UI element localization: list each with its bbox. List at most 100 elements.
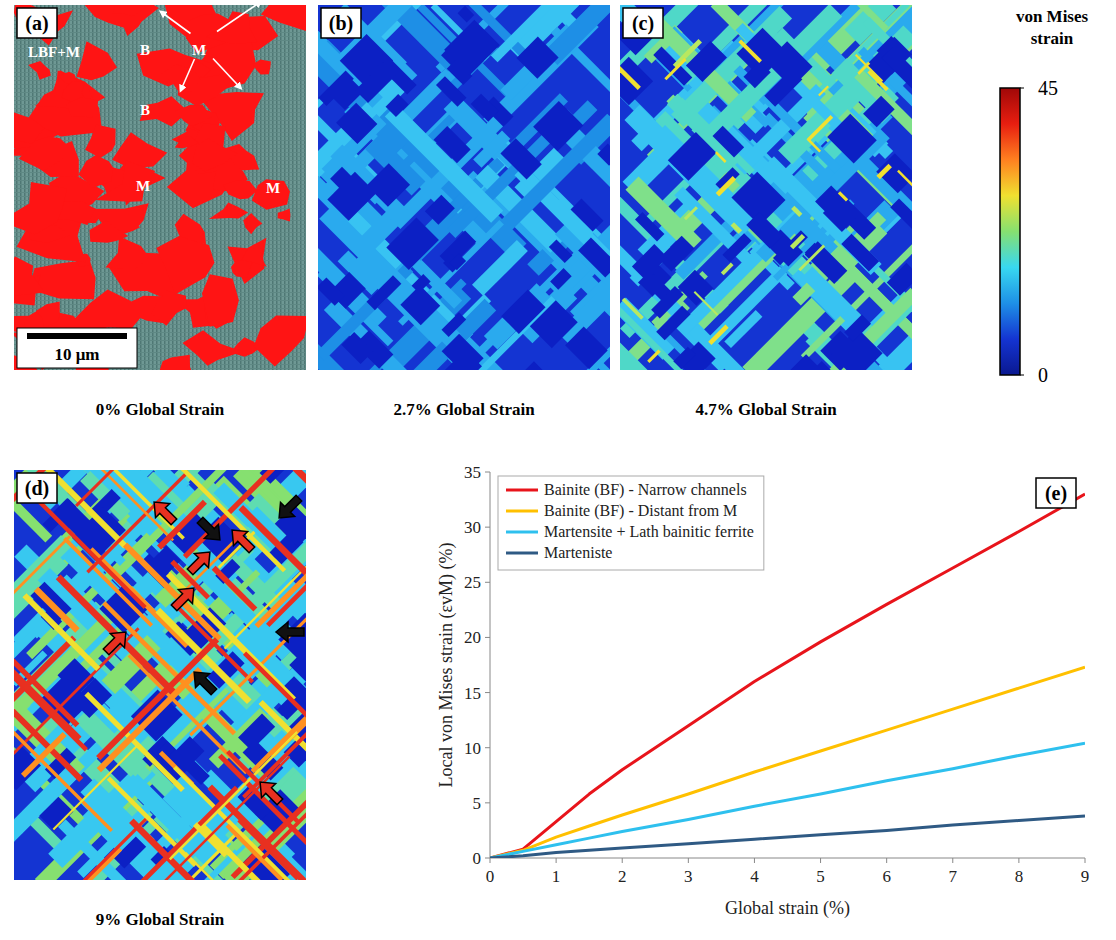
low-strain-patch (882, 47, 912, 89)
x-tick-label: 8 (1015, 867, 1024, 886)
martensite-blob (253, 59, 271, 74)
hot-band (790, 234, 805, 249)
scale-bar (27, 333, 127, 339)
y-tick-label: 25 (464, 573, 481, 592)
highlight-arrow (272, 491, 306, 525)
legend-swatch (506, 489, 538, 492)
highlight-arrow (276, 622, 304, 642)
y-tick (485, 747, 490, 748)
martensite-blob (175, 136, 199, 149)
annotation-arrow (161, 12, 191, 34)
martensite-blob (85, 125, 116, 158)
low-strain-patch (549, 239, 573, 263)
panel-caption: 4.7% Global Strain (695, 400, 837, 419)
y-axis-title: Local von Mises strain (εvM) (%) (436, 542, 457, 787)
annotation-arrow (213, 59, 241, 89)
hot-band (684, 206, 698, 220)
martensite-blob (78, 5, 159, 30)
low-strain-patch (533, 101, 583, 151)
y-tick (485, 582, 490, 583)
arrow-shape (147, 495, 181, 529)
martensite-blob (254, 316, 307, 367)
low-strain-patch (565, 327, 608, 370)
panel-caption: 0% Global Strain (96, 400, 225, 419)
y-tick (485, 858, 490, 859)
panel-label-box (17, 8, 57, 38)
panel-label: (d) (25, 477, 49, 500)
panel-label-box (321, 8, 361, 38)
hot-band (163, 756, 291, 880)
x-tick (1018, 858, 1019, 863)
image-panel (620, 5, 912, 370)
x-tick (688, 858, 689, 863)
colorbar-tick-label: 0 (1038, 364, 1048, 386)
strain-band (735, 23, 848, 136)
highlight-arrow (187, 665, 221, 699)
hot-band (25, 487, 147, 609)
highlight-arrow (147, 495, 181, 529)
y-tick (485, 527, 490, 528)
series-line (490, 494, 1085, 858)
low-strain-patch (550, 268, 572, 290)
arrow-shape (193, 513, 227, 547)
hot-band (708, 325, 729, 346)
low-strain-patch (784, 354, 825, 370)
hot-band (807, 115, 833, 141)
series-line (490, 667, 1085, 858)
low-strain-patch (386, 94, 409, 117)
martensite-blob (175, 105, 212, 126)
annotation-arrow (217, 2, 261, 32)
strain-band (778, 25, 912, 164)
martensite-blob (242, 248, 267, 267)
arrow-shape (253, 775, 287, 809)
hot-band (243, 652, 306, 751)
arrow-shape (167, 581, 201, 615)
highlight-arrow (167, 581, 201, 615)
hot-band (97, 667, 202, 772)
low-strain-patch (673, 347, 696, 370)
panel-caption: 2.7% Global Strain (393, 400, 535, 419)
x-tick-label: 6 (882, 867, 891, 886)
x-tick-label: 5 (816, 867, 825, 886)
low-strain-patch (318, 277, 345, 305)
hot-band (738, 39, 762, 63)
arrow-shape (276, 622, 304, 642)
y-tick-label: 15 (464, 684, 481, 703)
x-tick (820, 858, 821, 863)
low-strain-patch (367, 163, 410, 206)
x-tick-label: 1 (552, 867, 561, 886)
low-strain-patch (744, 61, 771, 88)
strain-band (620, 243, 745, 370)
hot-band (255, 528, 306, 628)
legend-swatch (506, 531, 538, 534)
legend-box (498, 476, 764, 570)
hot-band (620, 65, 641, 90)
y-tick-label: 5 (473, 794, 482, 813)
x-axis (490, 858, 1085, 859)
strain-band (319, 206, 460, 347)
hot-band (75, 470, 140, 507)
arrow-shape (272, 491, 306, 525)
y-tick (485, 802, 490, 803)
arrow-shape (225, 523, 259, 557)
low-strain-patch (578, 238, 610, 278)
hot-band (193, 822, 228, 857)
x-tick (1085, 858, 1086, 863)
x-tick-label: 7 (949, 867, 958, 886)
low-strain-patch (341, 332, 373, 364)
y-tick-label: 0 (473, 849, 482, 868)
phase-annotation: M (266, 180, 280, 196)
low-strain-patch (458, 6, 475, 23)
x-tick-label: 4 (750, 867, 759, 886)
phase-annotation: B (140, 42, 150, 58)
low-strain-patch (318, 70, 354, 106)
hot-band (715, 151, 727, 163)
hot-band (855, 54, 883, 82)
low-strain-patch (434, 126, 471, 163)
hot-band (867, 70, 888, 91)
x-tick-label: 0 (486, 867, 495, 886)
low-strain-patch (425, 195, 455, 225)
low-strain-patch (400, 285, 440, 325)
colorbar-title-line: strain (1031, 29, 1074, 48)
strain-band (828, 288, 912, 370)
